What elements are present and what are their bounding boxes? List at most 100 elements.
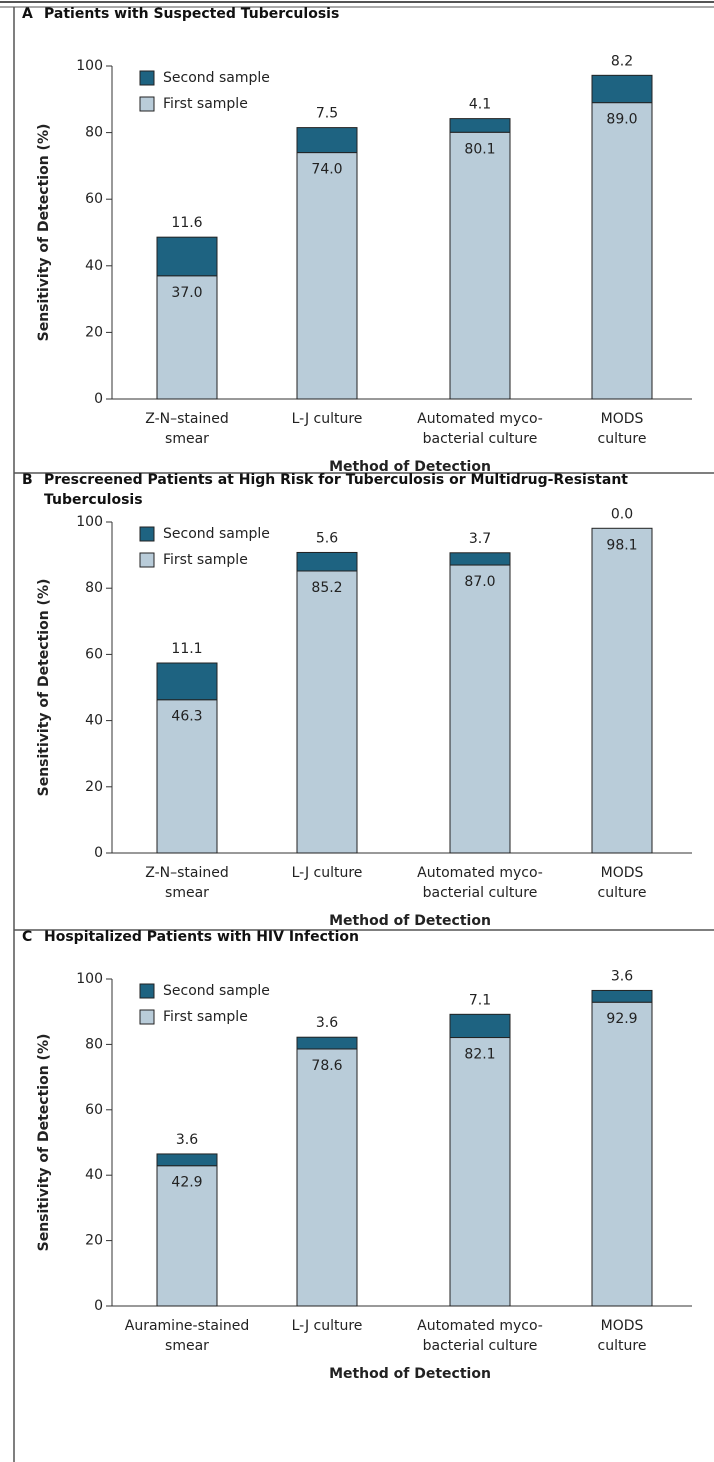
bar-segment: [449, 552, 511, 566]
x-tick-label: L-J culture: [292, 865, 363, 881]
x-tick-label: culture: [598, 885, 647, 901]
panel-letter: C: [22, 929, 33, 945]
x-axis-label: Method of Detection: [329, 459, 491, 475]
x-tick-label: Z-N–stained: [145, 411, 229, 427]
x-tick-label: MODS: [601, 1318, 644, 1334]
bar-segment: [156, 699, 218, 854]
value-label: 3.6: [316, 1015, 338, 1031]
value-label: 92.9: [606, 1011, 637, 1027]
bar-segment: [591, 74, 653, 104]
panel-letter: B: [22, 472, 33, 488]
x-axis-label: Method of Detection: [329, 913, 491, 929]
legend-swatch: [139, 526, 155, 542]
panel-letter: A: [22, 6, 33, 22]
value-label: 89.0: [606, 112, 637, 128]
y-tick-label: 60: [85, 646, 103, 662]
x-tick-label: Automated myco-: [417, 1318, 543, 1334]
y-tick-label: 40: [85, 1167, 103, 1183]
y-tick-label: 20: [85, 1233, 103, 1249]
bar-segment: [156, 236, 218, 277]
x-tick-label: smear: [165, 431, 209, 447]
x-tick-label: Auramine-stained: [125, 1318, 249, 1334]
bar-segment: [156, 662, 218, 701]
bar-segment: [296, 127, 358, 154]
bar-segment: [156, 275, 218, 400]
value-label: 11.6: [171, 215, 202, 231]
y-tick-label: 0: [94, 1298, 103, 1314]
y-tick-label: 20: [85, 779, 103, 795]
legend-label: Second sample: [163, 526, 270, 542]
x-tick-label: L-J culture: [292, 411, 363, 427]
y-tick-label: 80: [85, 1036, 103, 1052]
y-tick-label: 0: [94, 391, 103, 407]
x-tick-label: Z-N–stained: [145, 865, 229, 881]
x-tick-label: smear: [165, 885, 209, 901]
bar-segment: [449, 131, 511, 400]
value-label: 7.1: [469, 992, 491, 1008]
bar-segment: [591, 989, 653, 1003]
bar-segment: [449, 564, 511, 854]
value-label: 42.9: [171, 1175, 202, 1191]
x-tick-label: culture: [598, 431, 647, 447]
bar-segment: [591, 1001, 653, 1307]
legend-swatch: [139, 96, 155, 112]
panel-title: B Prescreened Patients at High Risk for T…: [22, 470, 702, 510]
value-label: 3.6: [176, 1132, 198, 1148]
value-label: 37.0: [171, 285, 202, 301]
x-tick-label: bacterial culture: [423, 431, 538, 447]
y-tick-label: 80: [85, 580, 103, 596]
y-tick-label: 100: [76, 971, 103, 987]
value-label: 74.0: [311, 162, 342, 178]
x-tick-label: bacterial culture: [423, 1338, 538, 1354]
bar-segment: [156, 1153, 218, 1167]
y-axis-label: Sensitivity of Detection (%): [36, 579, 52, 797]
value-label: 46.3: [171, 709, 202, 725]
bar-segment: [296, 551, 358, 572]
legend-swatch: [139, 1009, 155, 1025]
title-text: Hospitalized Patients with HIV Infection: [44, 929, 359, 945]
value-label: 87.0: [464, 574, 495, 590]
value-label: 3.6: [611, 968, 633, 984]
bar-segment: [296, 1048, 358, 1307]
legend-label: Second sample: [163, 70, 270, 86]
y-tick-label: 80: [85, 125, 103, 141]
value-label: 78.6: [311, 1058, 342, 1074]
legend-swatch: [139, 70, 155, 86]
y-tick-label: 100: [76, 58, 103, 74]
value-label: 7.5: [316, 106, 338, 122]
value-label: 80.1: [464, 141, 495, 157]
value-label: 3.7: [469, 531, 491, 547]
bar-segment: [449, 1037, 511, 1307]
y-tick-label: 100: [76, 514, 103, 530]
legend-label: First sample: [163, 1009, 248, 1025]
bar-segment: [449, 1013, 511, 1039]
value-label: 98.1: [606, 537, 637, 553]
bar-segment: [156, 1165, 218, 1307]
title-text: Prescreened Patients at High Risk for Tu…: [44, 472, 628, 508]
y-tick-label: 0: [94, 845, 103, 861]
value-label: 85.2: [311, 580, 342, 596]
x-tick-label: culture: [598, 1338, 647, 1354]
x-tick-label: smear: [165, 1338, 209, 1354]
panel-title: A Patients with Suspected Tuberculosis: [22, 4, 702, 24]
y-tick-label: 20: [85, 324, 103, 340]
legend-label: Second sample: [163, 983, 270, 999]
value-label: 8.2: [611, 53, 633, 69]
bar-segment: [296, 1036, 358, 1050]
y-axis-label: Sensitivity of Detection (%): [36, 1034, 52, 1252]
bar-segment: [296, 570, 358, 854]
value-label: 0.0: [611, 506, 633, 522]
value-label: 11.1: [171, 641, 202, 657]
x-tick-label: bacterial culture: [423, 885, 538, 901]
x-tick-label: L-J culture: [292, 1318, 363, 1334]
value-label: 82.1: [464, 1047, 495, 1063]
value-label: 5.6: [316, 530, 338, 546]
value-label: 4.1: [469, 97, 491, 113]
bar-segment: [591, 527, 653, 854]
x-tick-label: MODS: [601, 411, 644, 427]
y-tick-label: 40: [85, 713, 103, 729]
bar-segment: [449, 118, 511, 133]
title-text: Patients with Suspected Tuberculosis: [44, 6, 340, 22]
